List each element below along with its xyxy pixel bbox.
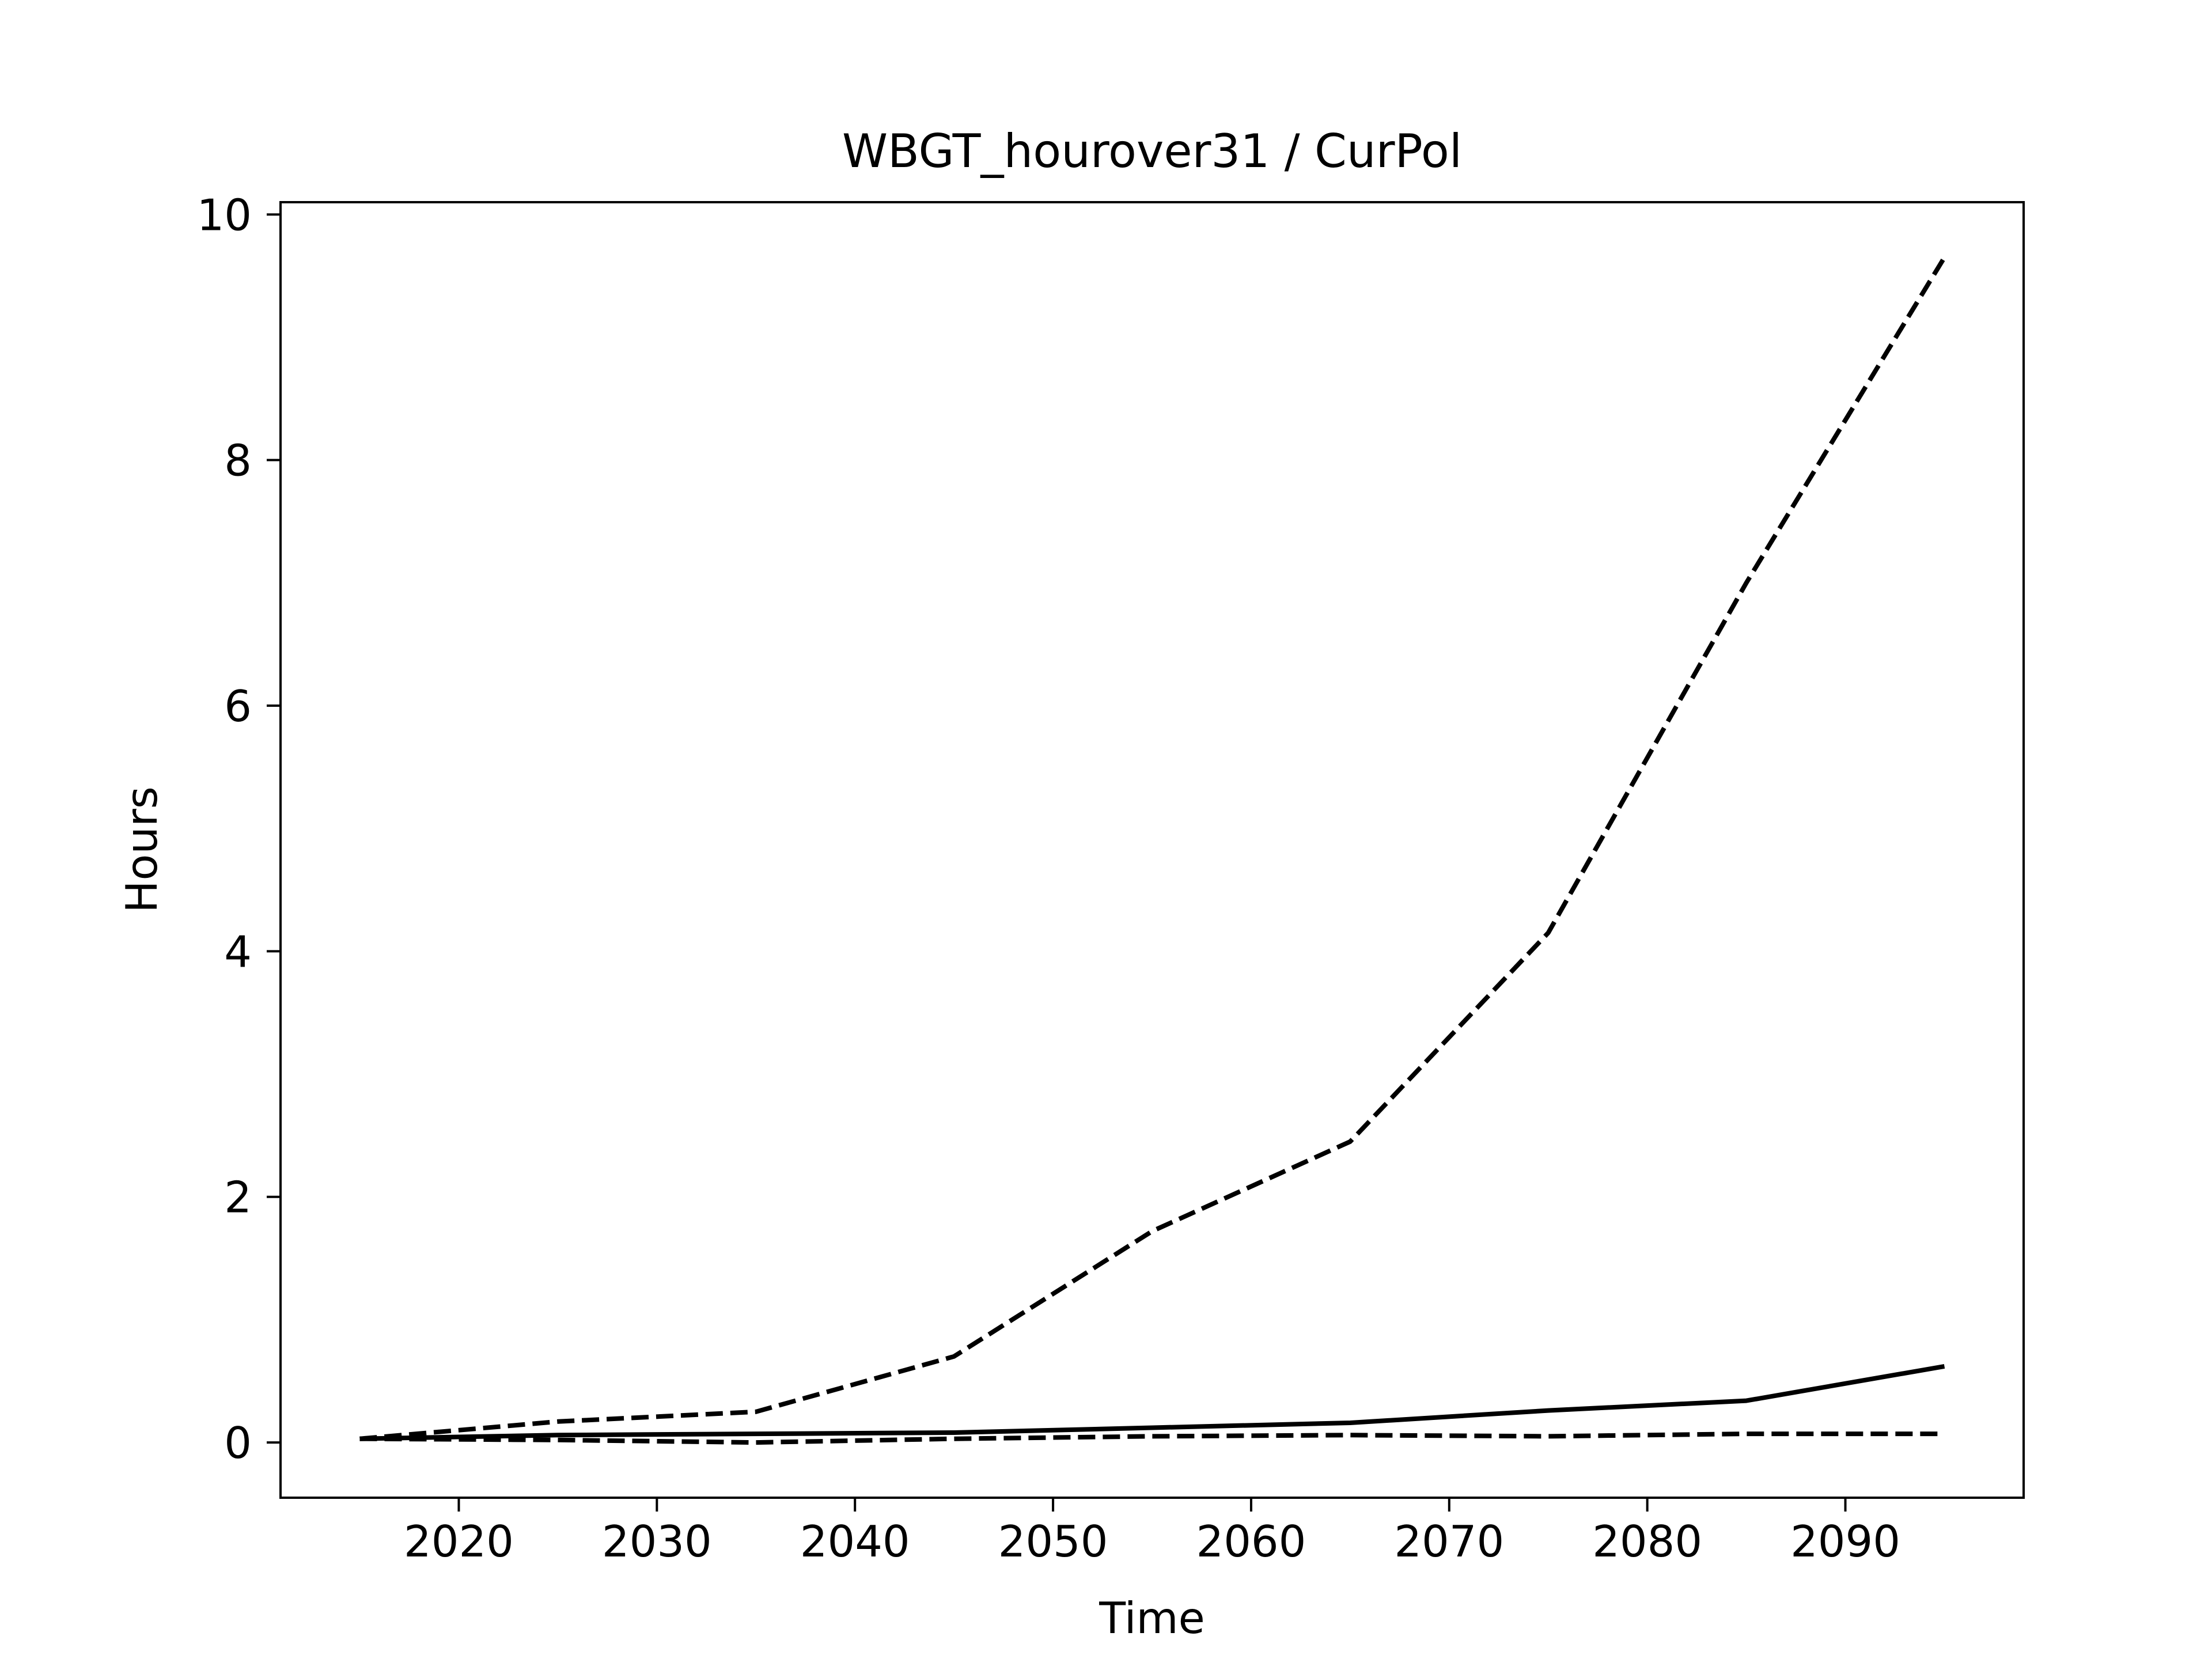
y-tick-label: 6	[224, 681, 252, 732]
x-tick-label: 2090	[1790, 1516, 1900, 1567]
plot-area-frame	[279, 201, 2025, 1499]
y-tick-label: 0	[224, 1418, 252, 1468]
y-tick-label: 2	[224, 1172, 252, 1223]
x-tick-label: 2020	[404, 1516, 514, 1567]
x-tick-label: 2040	[800, 1516, 910, 1567]
y-tick-label: 8	[224, 435, 252, 486]
chart-title: WBGT_hourover31 / CurPol	[842, 124, 1462, 178]
x-tick-label: 2030	[602, 1516, 712, 1567]
x-axis-ticks: 2020 2030 2040 2050 2060 2070 2080 2090	[404, 1498, 1900, 1567]
series-line-3	[359, 1431, 1945, 1445]
series-layer	[359, 256, 1946, 1445]
y-axis-label: Hours	[116, 786, 167, 913]
series-line-1	[359, 256, 1946, 1441]
series-line-2	[359, 1363, 1945, 1441]
x-axis-label: Time	[1099, 1593, 1205, 1643]
y-tick-label: 4	[224, 926, 252, 977]
x-tick-label: 2070	[1394, 1516, 1504, 1567]
x-tick-label: 2080	[1592, 1516, 1702, 1567]
y-axis-ticks: 0 2 4 6 8 10	[197, 190, 281, 1468]
x-tick-label: 2050	[998, 1516, 1108, 1567]
x-tick-label: 2060	[1196, 1516, 1306, 1567]
y-tick-label: 10	[197, 190, 252, 240]
